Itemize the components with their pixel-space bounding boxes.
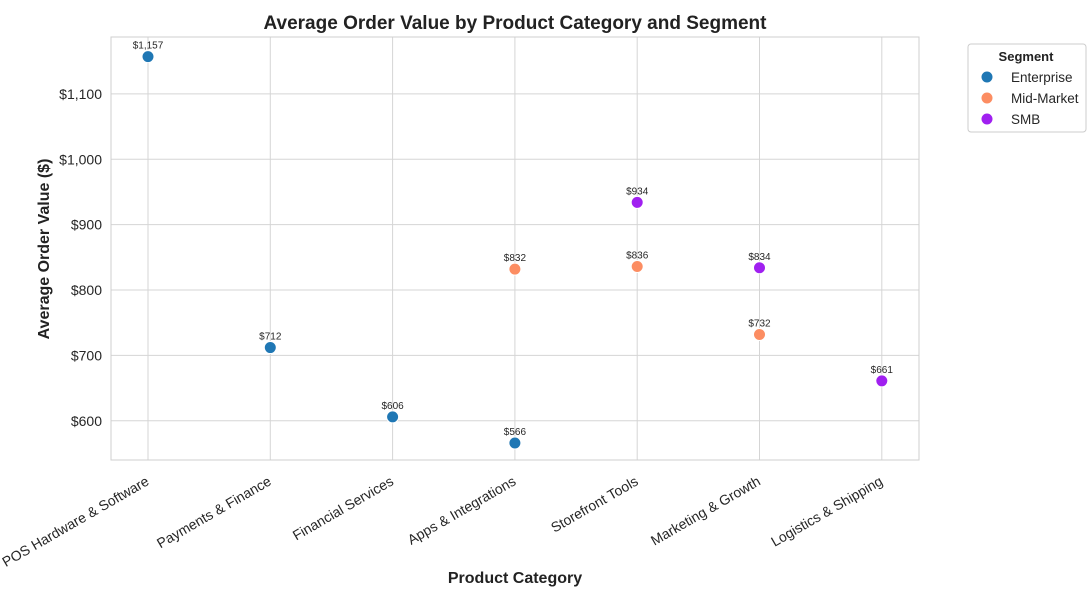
data-point xyxy=(630,259,644,273)
chart-title: Average Order Value by Product Category … xyxy=(264,13,768,34)
data-label: $566 xyxy=(504,427,527,438)
data-point xyxy=(630,195,644,209)
legend-marker xyxy=(980,112,994,126)
legend: Segment Enterprise Mid-Market SMB xyxy=(967,43,1087,133)
data-point xyxy=(508,436,522,450)
data-point xyxy=(386,410,400,424)
y-tick-label: $1,000 xyxy=(59,151,102,167)
y-axis-label: Average Order Value ($) xyxy=(36,159,53,340)
legend-marker xyxy=(980,91,994,105)
data-point xyxy=(753,261,766,275)
legend-title: Segment xyxy=(999,49,1055,64)
data-points xyxy=(141,50,889,450)
data-label: $712 xyxy=(259,332,282,343)
data-point xyxy=(508,262,522,276)
data-label: $832 xyxy=(504,253,527,264)
legend-entry-label: SMB xyxy=(1011,112,1040,127)
data-label: $834 xyxy=(748,252,771,263)
legend-items: Enterprise Mid-Market SMB xyxy=(980,70,1079,127)
y-tick-label: $700 xyxy=(71,347,102,363)
x-axis-label: Product Category xyxy=(448,570,582,587)
data-point xyxy=(141,50,155,64)
y-axis-ticks: $600 $700 $800 $900 $1,000 $1,100 xyxy=(59,86,102,429)
plot-frame xyxy=(110,36,920,461)
legend-entry-label: Mid-Market xyxy=(1011,91,1079,106)
grid xyxy=(111,37,919,460)
legend-box xyxy=(967,43,1087,133)
data-point xyxy=(875,374,889,388)
y-tick-label: $800 xyxy=(71,282,102,298)
y-tick-label: $900 xyxy=(71,217,102,233)
legend-entry-label: Enterprise xyxy=(1011,70,1073,85)
data-point xyxy=(753,327,766,341)
legend-marker xyxy=(980,70,994,84)
data-label: $934 xyxy=(626,186,649,197)
y-tick-label: $600 xyxy=(71,413,102,429)
data-point xyxy=(263,341,277,355)
data-label: $732 xyxy=(748,318,771,329)
data-label: $836 xyxy=(626,250,649,261)
data-label: $1,157 xyxy=(133,41,164,52)
y-tick-label: $1,100 xyxy=(59,86,102,102)
data-label: $661 xyxy=(871,365,894,376)
data-label: $606 xyxy=(381,401,404,412)
data-labels: $1,157 $712 $606 $566 $832 $836 $732 $934 $834 $6… xyxy=(133,41,894,438)
